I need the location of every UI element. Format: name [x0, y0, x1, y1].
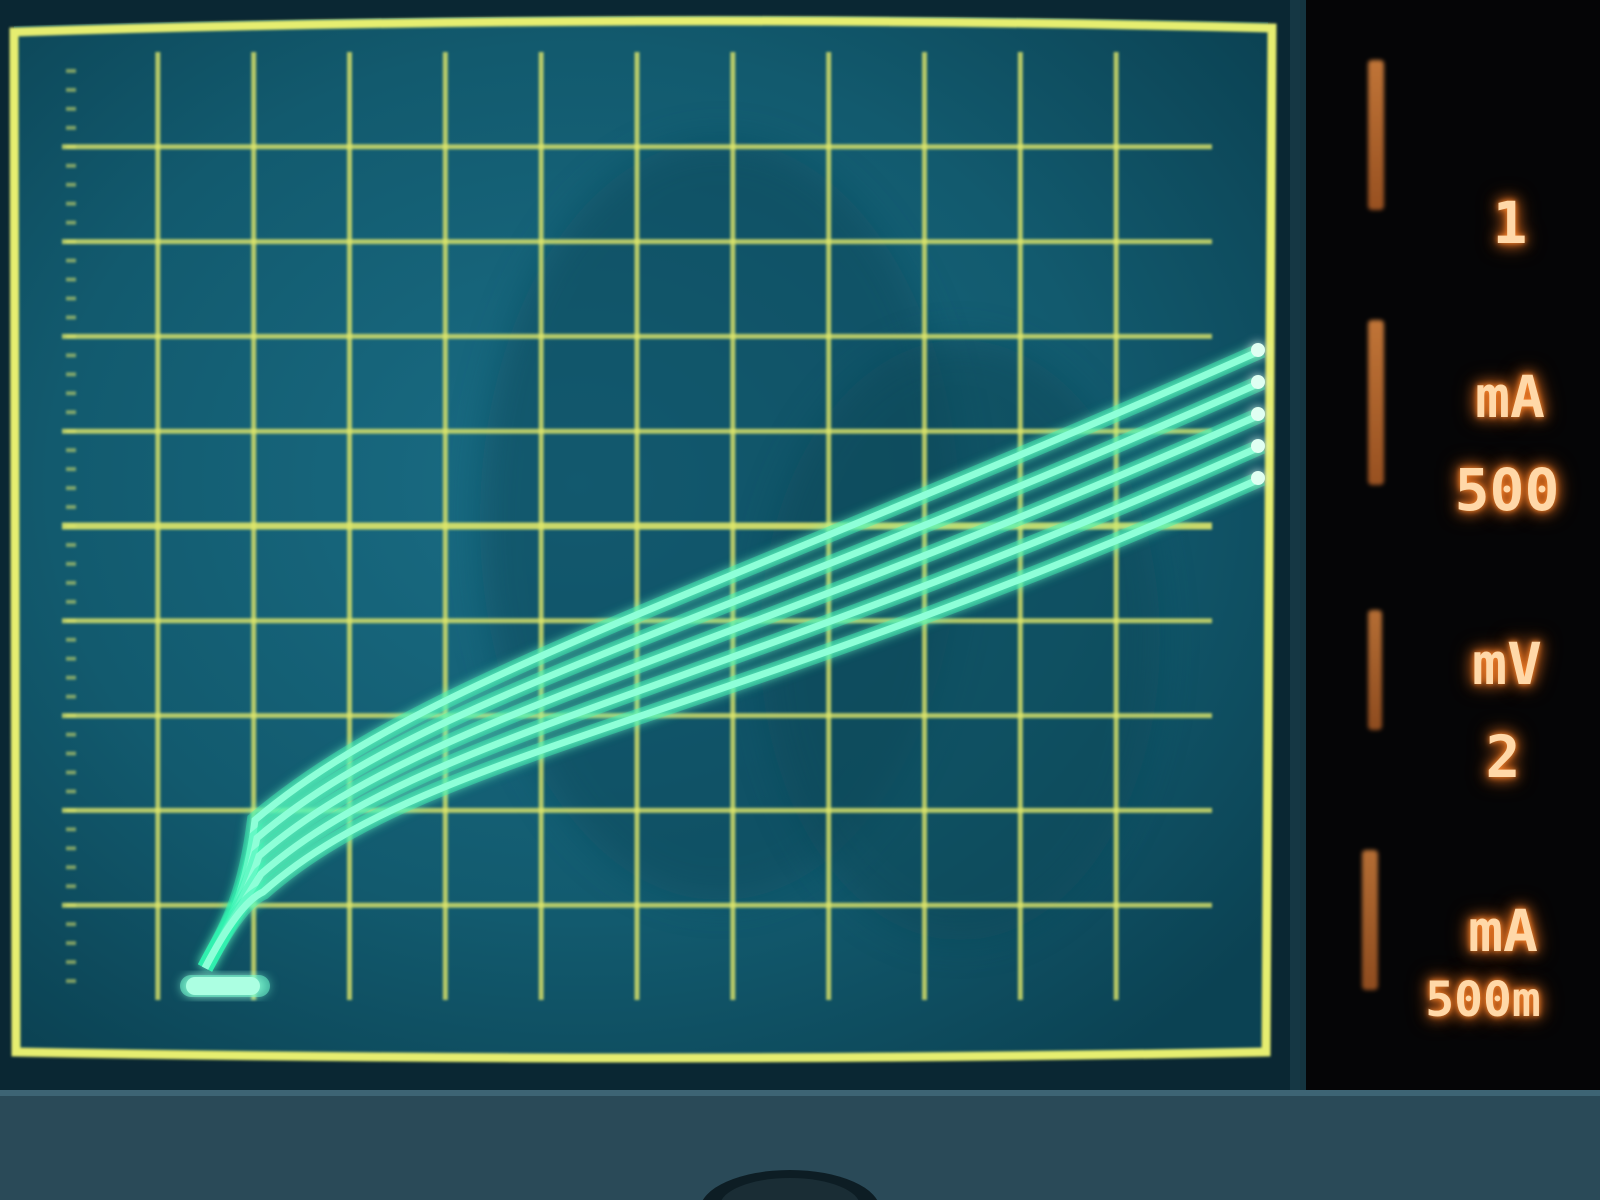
vertical-readout-unit: mA	[1475, 363, 1545, 431]
graticule-minor-tick	[66, 182, 76, 187]
readout-panel	[1300, 0, 1600, 1100]
graticule-minor-tick	[66, 580, 76, 585]
front-knob-inner	[721, 1178, 859, 1200]
step-readout-value: 2	[1485, 723, 1521, 791]
graticule-minor-tick	[66, 429, 76, 434]
graticule-minor-tick	[66, 542, 76, 547]
graticule-minor-tick	[66, 694, 76, 699]
vertical-readout-value: 1	[1492, 189, 1528, 257]
graticule-minor-tick	[66, 884, 76, 889]
trace-endpoint	[1251, 471, 1265, 485]
graticule-minor-tick	[66, 353, 76, 358]
trace-endpoint	[1251, 407, 1265, 421]
graticule-minor-tick	[66, 391, 76, 396]
graticule-minor-tick	[66, 979, 76, 984]
gain-readout-value: 500m	[1425, 972, 1541, 1028]
graticule-minor-tick	[66, 637, 76, 642]
graticule-minor-tick	[66, 656, 76, 661]
graticule-minor-tick	[66, 505, 76, 510]
trace-endpoint	[1251, 439, 1265, 453]
origin-spot	[180, 975, 270, 997]
graticule-minor-tick	[66, 732, 76, 737]
step-readout: 2 mA	[1438, 612, 1568, 1076]
readout-side-mark-2	[1368, 320, 1384, 485]
graticule-minor-tick	[66, 125, 76, 130]
graticule-minor-tick	[66, 827, 76, 832]
graticule-minor-tick	[66, 315, 76, 320]
readout-side-mark-4	[1362, 850, 1378, 990]
graticule-minor-tick	[66, 258, 76, 263]
graticule-minor-tick	[66, 410, 76, 415]
panel-edge	[1290, 0, 1306, 1100]
graticule-minor-tick	[66, 922, 76, 927]
graticule-minor-tick	[66, 220, 76, 225]
graticule-minor-tick	[66, 751, 76, 756]
readout-side-mark-3	[1368, 610, 1382, 730]
graticule-minor-tick	[66, 941, 76, 946]
screen-reflection-2	[760, 340, 1160, 940]
horizontal-readout-value: 500	[1454, 456, 1560, 524]
step-readout-unit: mA	[1468, 897, 1538, 965]
graticule-minor-tick	[66, 163, 76, 168]
graticule-minor-tick	[66, 486, 76, 491]
graticule-minor-tick	[66, 770, 76, 775]
graticule-minor-tick	[66, 296, 76, 301]
graticule-minor-tick	[66, 618, 76, 623]
graticule-minor-tick	[66, 334, 76, 339]
trace-endpoint	[1251, 343, 1265, 357]
graticule-minor-tick	[66, 789, 76, 794]
graticule-minor-tick	[66, 599, 76, 604]
graticule-minor-tick	[66, 675, 76, 680]
trace-endpoint	[1251, 375, 1265, 389]
front-panel-edge	[0, 1090, 1600, 1096]
trace-family	[197, 342, 1266, 972]
graticule-minor-tick	[66, 467, 76, 472]
graticule-minor-tick	[66, 865, 76, 870]
graticule-minor-tick	[66, 713, 76, 718]
trace-curve	[201, 474, 1264, 970]
graticule-minor-tick	[66, 448, 76, 453]
graticule-minor-tick	[66, 106, 76, 111]
graticule-minor-tick	[66, 87, 76, 92]
graticule-minor-tick	[66, 561, 76, 566]
graticule-minor-tick	[66, 68, 76, 73]
horizontal-readout-unit: mV	[1472, 630, 1542, 698]
graticule-frame	[9, 16, 1277, 1063]
graticule-minor-tick	[66, 144, 76, 149]
readout-side-mark-1	[1368, 60, 1384, 210]
graticule-minor-tick	[66, 903, 76, 908]
graticule-minor-tick	[66, 239, 76, 244]
gain-readout: 500m	[1408, 880, 1558, 1120]
graticule-minor-tick	[66, 524, 76, 528]
vertical-readout: 1 mA	[1450, 78, 1570, 542]
graticule-minor-tick	[66, 201, 76, 206]
graticule-minor-tick	[66, 808, 76, 813]
horizontal-readout: 500 mV	[1442, 345, 1572, 809]
graticule-minor-tick	[66, 277, 76, 282]
graticule-minor-tick	[66, 846, 76, 851]
graticule-minor-tick	[66, 372, 76, 377]
graticule-minor-tick	[66, 960, 76, 965]
